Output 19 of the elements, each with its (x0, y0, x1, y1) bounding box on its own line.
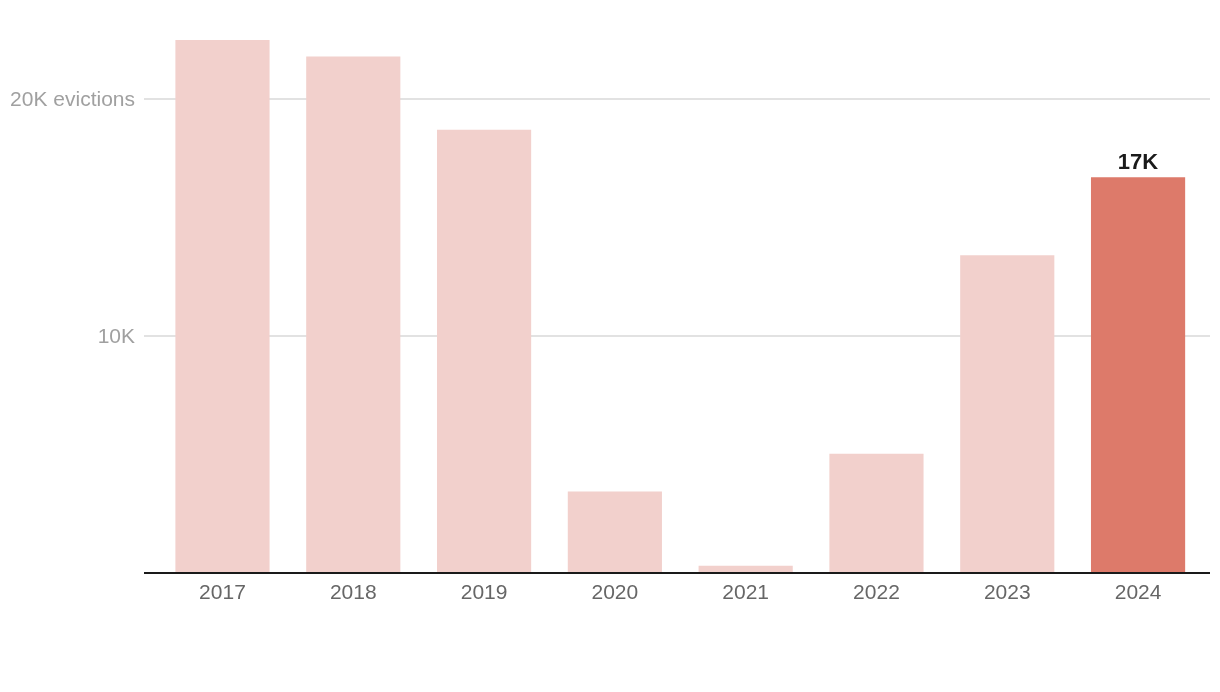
bar (436, 129, 532, 572)
bar (960, 255, 1055, 572)
x-tick-label: 2020 (591, 580, 639, 604)
bar (829, 453, 924, 572)
y-tick-label: 20K evictions (10, 87, 135, 111)
bar (306, 56, 401, 572)
x-tick-label: 2024 (1114, 580, 1162, 604)
y-tick-label: 10K (97, 323, 135, 347)
data-label: 17K (1117, 149, 1159, 175)
x-tick-label: 2023 (983, 580, 1031, 604)
x-tick-label: 2019 (460, 580, 508, 604)
bar (567, 491, 662, 572)
x-tick-label: 2018 (329, 580, 377, 604)
bar (175, 40, 270, 572)
bar (1090, 177, 1186, 572)
x-tick-label: 2021 (722, 580, 770, 604)
x-tick-label: 2022 (853, 580, 900, 604)
x-tick-label: 2017 (199, 580, 246, 604)
bar (698, 565, 793, 572)
